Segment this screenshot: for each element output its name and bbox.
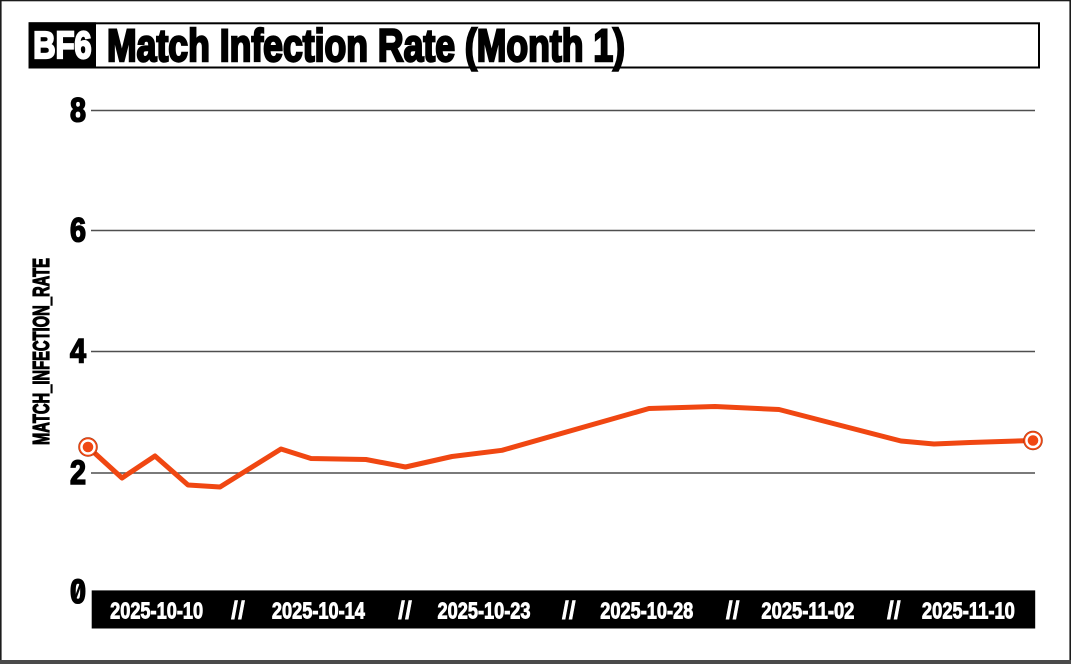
svg-text:2025-10-23: 2025-10-23: [438, 597, 531, 623]
svg-text://: //: [887, 596, 901, 624]
svg-text:2025-11-10: 2025-11-10: [922, 597, 1015, 623]
svg-text://: //: [562, 596, 576, 624]
svg-text:2: 2: [70, 454, 86, 492]
svg-text:2025-10-10: 2025-10-10: [110, 597, 203, 623]
svg-text:2025-10-28: 2025-10-28: [600, 597, 693, 623]
svg-text:4: 4: [70, 333, 86, 371]
svg-text:6: 6: [70, 212, 86, 250]
svg-text:2025-10-14: 2025-10-14: [272, 597, 365, 623]
svg-text://: //: [398, 596, 412, 624]
svg-text:BF6: BF6: [33, 24, 91, 67]
svg-text:2025-11-02: 2025-11-02: [761, 597, 854, 623]
svg-text:Match Infection Rate (Month 1): Match Infection Rate (Month 1): [107, 20, 625, 71]
svg-text://: //: [231, 596, 245, 624]
svg-text://: //: [726, 596, 740, 624]
svg-text:8: 8: [70, 92, 86, 130]
svg-text:MATCH_INFECTION_RATE: MATCH_INFECTION_RATE: [28, 258, 54, 445]
